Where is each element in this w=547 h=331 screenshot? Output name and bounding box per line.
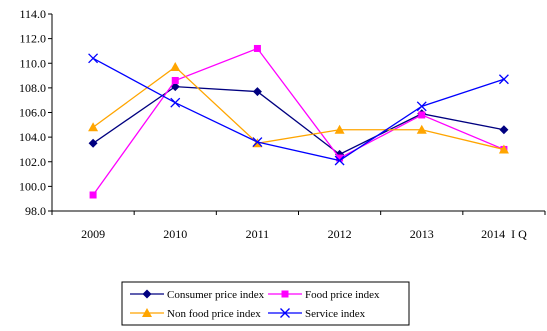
legend-label: Non food price index: [167, 308, 261, 320]
series-non-food-price-index: [88, 61, 509, 154]
data-point-stroke: [280, 308, 290, 318]
data-point-stroke: [88, 53, 99, 64]
x-tick-label: 2012: [328, 227, 352, 241]
data-point: [170, 97, 181, 108]
data-point: [252, 137, 263, 148]
legend-item: Consumer price index: [130, 289, 265, 301]
data-point: [281, 290, 289, 298]
legend-item: Food price index: [268, 289, 380, 301]
series-line: [92, 57, 505, 162]
y-tick-label: 98.0: [25, 204, 46, 218]
legend-item: Non food price index: [130, 308, 261, 320]
legend: Consumer price index Food price index Non …: [121, 281, 410, 326]
data-point: [88, 53, 99, 64]
data-point: [252, 87, 262, 97]
plot-area: [51, 14, 545, 212]
legend-item: Service index: [268, 308, 366, 320]
data-point: [142, 308, 152, 317]
data-point: [416, 101, 427, 112]
data-point-stroke: [416, 101, 427, 112]
data-point: [142, 289, 152, 299]
data-point: [89, 191, 97, 199]
series-line: [92, 47, 505, 196]
data-point: [418, 111, 426, 119]
y-tick-label: 112.0: [19, 32, 46, 46]
data-point-stroke: [334, 155, 345, 166]
series-consumer-price-index: [88, 82, 509, 159]
y-tick-label: 106.0: [19, 106, 46, 120]
data-point: [280, 308, 290, 318]
y-tick-label: 114.0: [19, 7, 46, 21]
data-point: [334, 155, 345, 166]
legend-box: [121, 281, 410, 326]
y-tick-label: 108.0: [19, 81, 46, 95]
data-point: [170, 61, 181, 71]
x-axis: 2009 2010 2011 2012 2013 2014 I Q: [51, 211, 546, 241]
y-axis: 98.0 100.0 102.0 104.0 106.0 108.0 110.0 112.0 1…: [19, 7, 52, 218]
y-tick-label: 100.0: [19, 179, 46, 193]
data-point: [498, 144, 509, 154]
data-point: [88, 138, 98, 148]
data-point: [253, 44, 261, 52]
data-point-stroke: [498, 74, 509, 85]
data-point: [336, 154, 344, 162]
series-service-index: [88, 53, 509, 166]
legend-label: Service index: [305, 308, 366, 320]
y-tick-label: 102.0: [19, 155, 46, 169]
y-tick-label: 104.0: [19, 130, 46, 144]
series-line: [92, 66, 505, 151]
x-tick-label: 2011: [246, 227, 270, 241]
y-tick-label: 110.0: [19, 56, 46, 70]
x-tick-label: 2013: [410, 227, 434, 241]
data-point: [88, 122, 99, 132]
legend-label: Consumer price index: [167, 289, 265, 301]
series-line: [92, 85, 505, 156]
data-point-stroke: [170, 97, 181, 108]
data-point-stroke: [252, 137, 263, 148]
data-point: [171, 76, 179, 84]
data-point: [498, 74, 509, 85]
x-tick-label: 2010: [163, 227, 187, 241]
x-tick-label: 2014 I Q: [481, 227, 527, 241]
x-tick-label: 2009: [81, 227, 105, 241]
data-point: [416, 124, 427, 134]
data-point: [499, 125, 509, 135]
legend-label: Food price index: [305, 289, 380, 301]
series-layer: [88, 44, 509, 199]
series-food-price-index: [89, 44, 508, 199]
data-point: [334, 124, 345, 134]
